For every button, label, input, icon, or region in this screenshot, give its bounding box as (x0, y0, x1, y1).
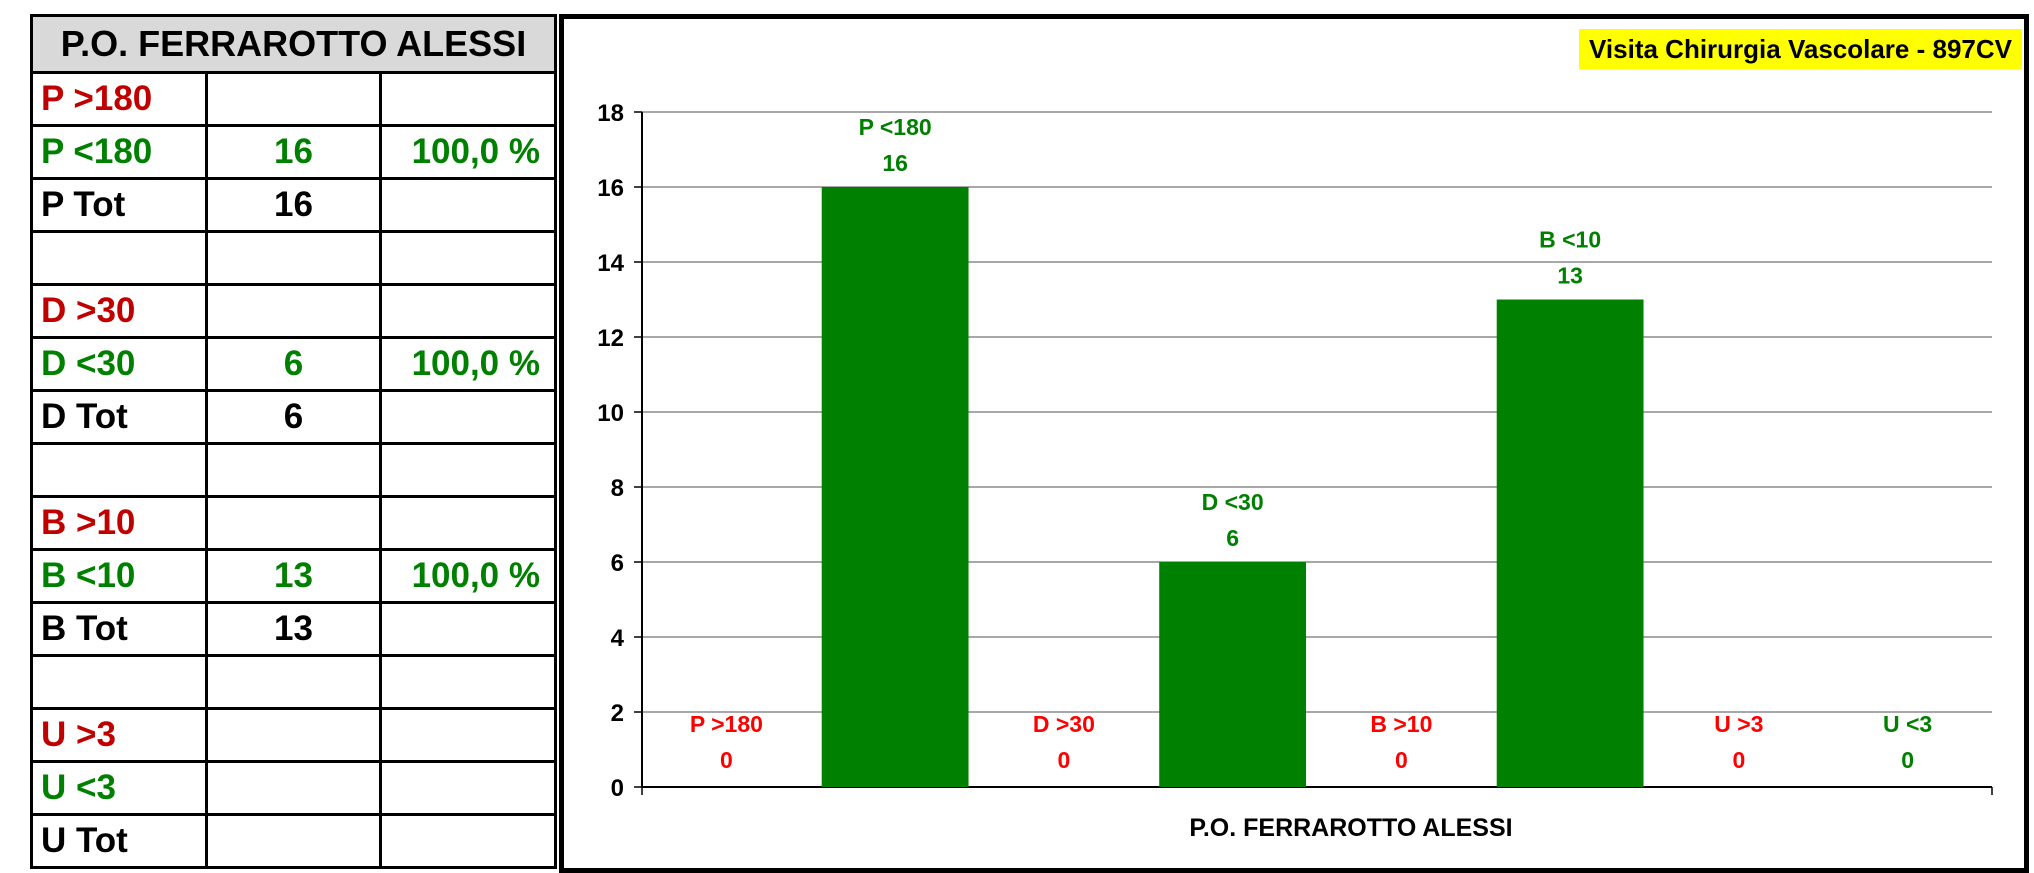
row-label: P >180 (30, 71, 208, 128)
row-percent (379, 283, 557, 340)
table-row: D <30 6 100,0 % (30, 336, 557, 393)
row-percent (379, 71, 557, 128)
row-label: P Tot (30, 177, 208, 234)
row-percent (379, 706, 557, 763)
row-count: 13 (204, 600, 383, 657)
table-row: P >180 (30, 71, 557, 128)
data-label-value: 13 (1557, 263, 1583, 289)
table-row: D >30 (30, 283, 557, 340)
row-count: 16 (204, 124, 383, 181)
row-label: U <3 (30, 759, 208, 816)
y-tick-label: 4 (611, 625, 625, 652)
table-row: P Tot 16 (30, 177, 557, 234)
bar (1159, 562, 1307, 787)
data-labels: P >180 0 P <180 16 D >30 0 D <30 6 B >10 0 B <10 13… (690, 114, 1932, 773)
table-row (30, 442, 557, 499)
row-count (204, 71, 383, 128)
data-label-value: 0 (1057, 747, 1070, 773)
row-percent: 100,0 % (379, 336, 557, 393)
row-count (204, 653, 383, 710)
table-row: P <180 16 100,0 % (30, 124, 557, 181)
row-percent: 100,0 % (379, 548, 557, 604)
data-label-category: B >10 (1370, 711, 1432, 737)
row-count: 6 (204, 389, 383, 446)
row-count (204, 230, 383, 287)
row-percent (379, 495, 557, 551)
data-label-category: D >30 (1033, 711, 1095, 737)
row-label: B Tot (30, 600, 208, 657)
row-label: P <180 (30, 124, 208, 181)
bar (821, 187, 969, 787)
data-label-value: 0 (1901, 747, 1914, 773)
table-row: B >10 (30, 495, 557, 551)
row-percent (379, 600, 557, 657)
chart-panel: 0 2 4 6 8 10 12 14 16 18 P >180 0 P <180 16 D >30 0 D <… (559, 14, 2029, 873)
row-percent (379, 230, 557, 287)
row-percent (379, 177, 557, 234)
y-tick-label: 14 (597, 250, 624, 277)
data-label-value: 16 (882, 150, 908, 176)
y-tick-label: 18 (597, 100, 624, 127)
data-label-category: U <3 (1883, 711, 1932, 737)
table-header-row: P.O. FERRAROTTO ALESSI (30, 13, 557, 75)
row-count (204, 706, 383, 763)
row-percent (379, 812, 557, 870)
row-percent: 100,0 % (379, 124, 557, 181)
x-axis-title: P.O. FERRAROTTO ALESSI (1189, 814, 1512, 842)
row-label (30, 442, 208, 499)
row-count (204, 442, 383, 499)
row-percent (379, 389, 557, 446)
y-tick-label: 0 (611, 775, 624, 802)
data-label-category: U >3 (1714, 711, 1763, 737)
table-title: P.O. FERRAROTTO ALESSI (30, 13, 557, 75)
data-label-category: D <30 (1202, 489, 1264, 515)
row-count: 13 (204, 548, 383, 604)
y-tick-label: 16 (597, 175, 624, 202)
row-label: D <30 (30, 336, 208, 393)
row-label (30, 653, 208, 710)
row-label: U >3 (30, 706, 208, 763)
row-percent (379, 759, 557, 816)
table-row (30, 230, 557, 287)
bars (821, 187, 1644, 787)
data-label-value: 6 (1226, 525, 1239, 551)
summary-table: P.O. FERRAROTTO ALESSI P >180 P <180 16 100… (30, 13, 557, 870)
data-label-value: 0 (1395, 747, 1408, 773)
data-label-category: P <180 (859, 114, 932, 140)
row-count: 6 (204, 336, 383, 393)
row-count (204, 759, 383, 816)
row-count (204, 812, 383, 870)
table-row: U <3 (30, 759, 557, 816)
row-percent (379, 653, 557, 710)
y-tick-label: 2 (611, 700, 624, 727)
bar-chart: 0 2 4 6 8 10 12 14 16 18 P >180 0 P <180 16 D >30 0 D <… (597, 100, 1993, 842)
chart-title-badge: Visita Chirurgia Vascolare - 897CV (1579, 29, 2022, 69)
table-row: U >3 (30, 706, 557, 763)
table-row: B <10 13 100,0 % (30, 548, 557, 604)
row-label (30, 230, 208, 287)
row-label: U Tot (30, 812, 208, 870)
table-row: U Tot (30, 812, 557, 870)
row-percent (379, 442, 557, 499)
y-tick-label: 10 (597, 400, 624, 427)
row-label: D >30 (30, 283, 208, 340)
y-tick-label: 6 (611, 550, 624, 577)
bar (1496, 299, 1644, 787)
data-label-value: 0 (720, 747, 733, 773)
data-label-category: P >180 (690, 711, 763, 737)
row-count (204, 283, 383, 340)
row-count: 16 (204, 177, 383, 234)
row-label: D Tot (30, 389, 208, 446)
row-label: B >10 (30, 495, 208, 551)
table-row: D Tot 6 (30, 389, 557, 446)
y-tick-label: 8 (611, 475, 624, 502)
y-tick-label: 12 (597, 325, 624, 352)
data-label-value: 0 (1732, 747, 1745, 773)
row-label: B <10 (30, 548, 208, 604)
table-row: B Tot 13 (30, 600, 557, 657)
row-count (204, 495, 383, 551)
table-row (30, 653, 557, 710)
data-label-category: B <10 (1539, 227, 1601, 253)
